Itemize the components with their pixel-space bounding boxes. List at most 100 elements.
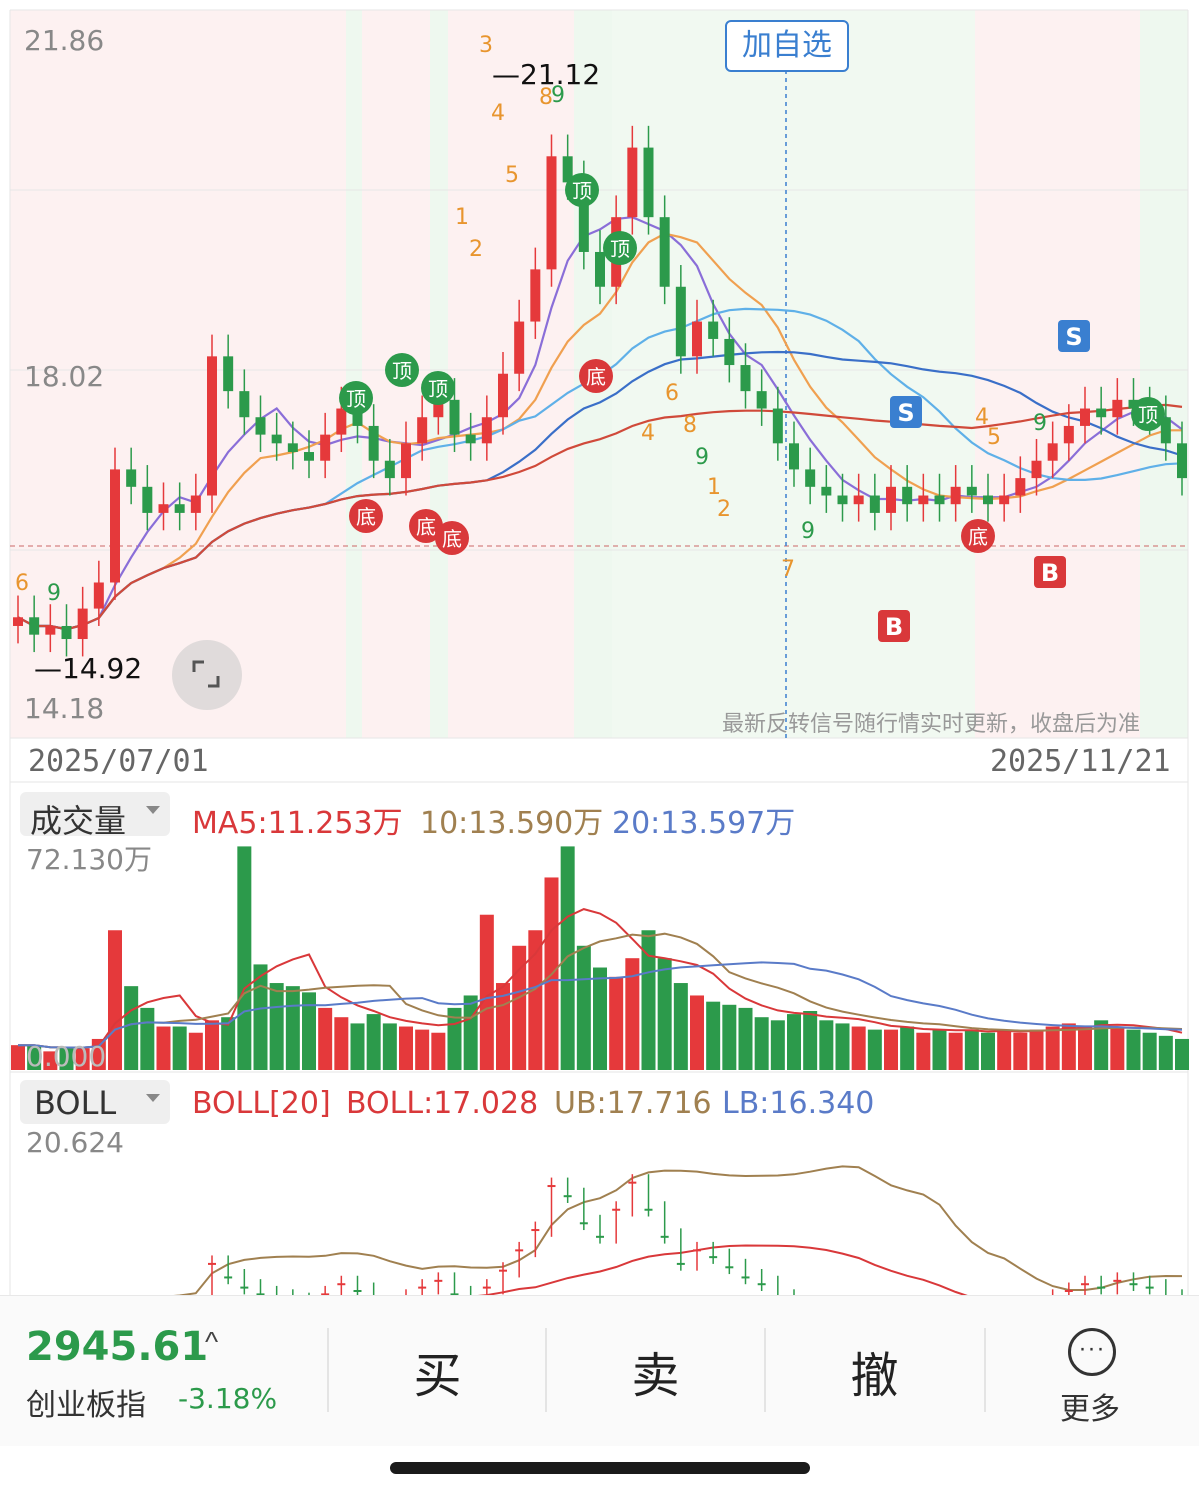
volume-bar <box>253 964 268 1070</box>
candle <box>966 465 977 513</box>
add-watchlist-button[interactable]: 加自选 <box>725 20 849 72</box>
candle-body <box>934 495 945 505</box>
volume-scale-bottom: 0.000 <box>26 1040 107 1073</box>
kline-chart[interactable]: 顶顶顶顶顶顶底底底底底SSBB3451289468912794596 9 <box>0 0 1199 1295</box>
count-digit: 5 <box>987 425 1001 450</box>
volume-ma-lines <box>18 908 1183 1049</box>
candle-body <box>789 443 799 470</box>
volume-bar <box>415 1029 430 1070</box>
volume-ma10-line <box>18 932 1183 1049</box>
sell-button[interactable]: 卖 <box>631 1348 680 1404</box>
candle-body <box>999 495 1010 505</box>
boll-indicator-selector[interactable]: BOLL <box>20 1080 170 1124</box>
candle-body <box>142 486 153 513</box>
volume-bar <box>948 1032 963 1070</box>
index-ticker[interactable]: 2945.61 ^ 创业板指 -3.18% <box>0 1296 328 1446</box>
candle-body <box>384 460 395 479</box>
candle <box>514 299 525 392</box>
volume-ma20-line <box>18 961 1183 1049</box>
cancel-order-button[interactable]: 撤 <box>850 1348 899 1404</box>
candle-body <box>1047 443 1058 461</box>
candle-body <box>13 617 23 626</box>
top-signal-badge: 顶 <box>603 231 637 265</box>
candle <box>174 482 185 531</box>
candle-body <box>481 417 492 444</box>
fullscreen-button[interactable] <box>172 640 242 710</box>
candle <box>1047 421 1058 479</box>
signal-markers: 顶顶顶顶顶顶底底底底底SSBB3451289468912794596 9 <box>15 33 1165 642</box>
candle-body <box>724 338 735 366</box>
candle-body <box>207 356 217 496</box>
boll-selector-label: BOLL <box>34 1084 117 1122</box>
more-button[interactable]: ··· 更多 <box>1040 1296 1150 1446</box>
bottom-signal-badge-label: 底 <box>586 365 606 389</box>
volume-bar <box>302 992 316 1070</box>
sell-signal-marker: S <box>1058 320 1090 352</box>
candle-body <box>530 269 541 322</box>
candle <box>886 465 896 531</box>
volume-indicator-selector[interactable]: 成交量 <box>20 792 170 840</box>
candle-body <box>29 617 40 635</box>
buy-signal-marker-box <box>1034 556 1066 588</box>
candle-body <box>255 417 266 435</box>
candle <box>627 125 638 235</box>
volume-bar <box>900 1026 915 1070</box>
candle <box>465 412 476 461</box>
volume-bar <box>819 1020 834 1070</box>
candle-body <box>853 495 864 505</box>
volume-bar <box>140 1007 155 1070</box>
volume-bar <box>463 995 478 1070</box>
candle-body <box>45 625 56 635</box>
candle <box>93 560 104 626</box>
volume-bar <box>657 958 672 1070</box>
volume-bar <box>787 1014 801 1070</box>
volume-bar <box>221 1017 236 1070</box>
candle <box>643 125 654 235</box>
more-icon: ··· <box>1068 1328 1116 1376</box>
candle <box>918 473 929 522</box>
candle-body <box>190 495 201 513</box>
volume-bar <box>770 1020 785 1070</box>
candle-body <box>821 486 832 496</box>
volume-bar <box>59 1048 74 1070</box>
candle-body <box>756 391 767 409</box>
top-signal-badge: 顶 <box>385 353 419 387</box>
volume-bar <box>285 986 300 1070</box>
candle-body <box>465 434 476 444</box>
candle <box>853 473 864 522</box>
buy-button[interactable]: 买 <box>413 1348 462 1404</box>
buy-signal-marker-label: B <box>1041 559 1059 587</box>
boll-scale-top: 20.624 <box>26 1126 124 1159</box>
candle-body <box>886 486 896 513</box>
candle <box>999 473 1010 522</box>
volume-bar <box>156 1026 171 1070</box>
candle-body <box>675 286 686 357</box>
candle <box>368 404 379 479</box>
candle-body <box>966 486 977 496</box>
candle <box>142 465 153 531</box>
volume-bar <box>722 1004 737 1070</box>
volume-bar <box>754 1017 769 1070</box>
candle <box>287 421 298 470</box>
candle-body <box>110 469 120 583</box>
top-signal-badge-label: 顶 <box>1138 403 1158 427</box>
candle <box>1080 386 1090 444</box>
candle <box>77 586 88 657</box>
candle <box>675 265 686 374</box>
bottom-signal-badge: 底 <box>349 499 383 533</box>
volume-bar <box>1158 1035 1173 1070</box>
candle-body <box>950 486 961 505</box>
count-digit: 6 <box>665 381 679 406</box>
bottom-signal-badge-label: 底 <box>442 527 462 551</box>
candle-body <box>595 251 605 287</box>
candle <box>869 473 880 531</box>
volume-bar <box>690 995 704 1070</box>
price-axis-mid: 18.02 <box>24 360 105 393</box>
volume-bar <box>803 1010 818 1070</box>
candle-body <box>239 391 250 418</box>
count-digit: 8 <box>683 413 697 438</box>
candle-body <box>1177 443 1187 479</box>
candle <box>29 595 40 653</box>
volume-bar <box>851 1026 866 1070</box>
